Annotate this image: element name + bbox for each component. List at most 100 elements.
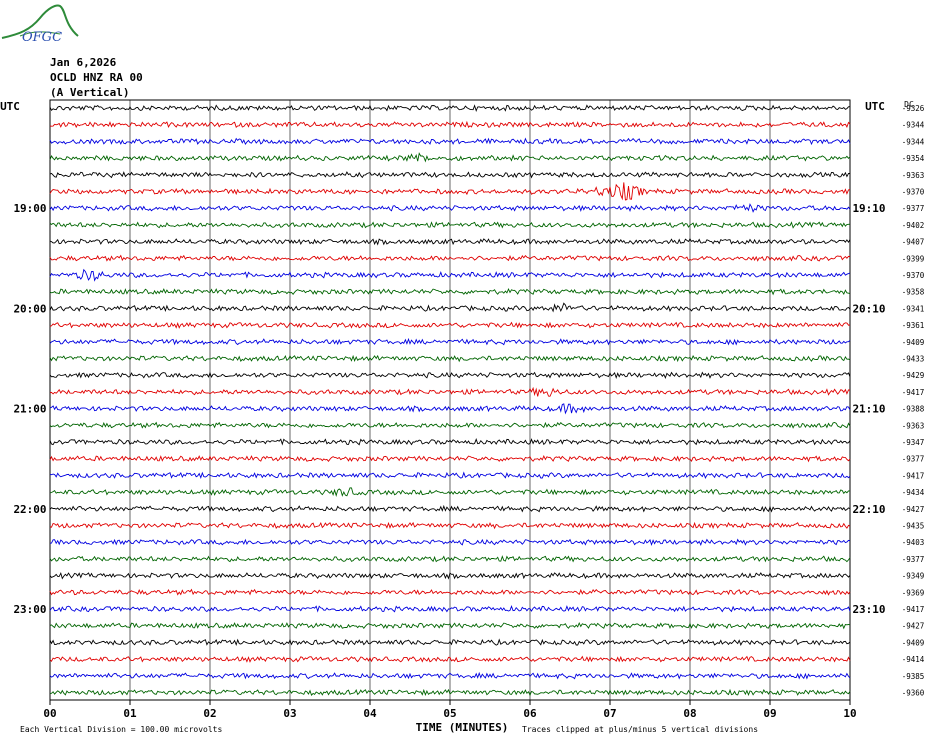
x-tick-label: 05 (443, 707, 456, 720)
seismic-trace (49, 671, 851, 680)
seismic-trace (49, 152, 851, 163)
seismic-trace (49, 371, 851, 379)
seismic-trace (49, 137, 851, 146)
header-date: Jan 6,2026 (50, 56, 117, 69)
dc-offset-label: -9417 (902, 388, 925, 397)
seismic-trace (49, 621, 851, 630)
x-tick-label: 03 (283, 707, 296, 720)
ofgc-logo: OFGC (0, 0, 80, 48)
seismic-trace (49, 321, 851, 329)
seismic-trace (49, 454, 851, 463)
dc-offset-label: -9370 (902, 271, 925, 280)
seismic-trace (49, 438, 851, 446)
dc-offset-label: -9358 (902, 288, 925, 297)
dc-offset-label: -9414 (902, 655, 925, 664)
seismic-trace (49, 120, 851, 129)
seismic-trace (49, 588, 851, 596)
dc-offset-label: -9407 (902, 238, 925, 247)
dc-offset-label: -9427 (902, 622, 925, 631)
left-axis-label: UTC (0, 100, 20, 113)
dc-offset-label: -9433 (902, 355, 925, 364)
seismic-trace (49, 386, 851, 397)
dc-offset-label: -9341 (902, 304, 925, 313)
right-hour-label: 19:10 (852, 202, 885, 215)
seismic-trace (49, 104, 851, 113)
dc-offset-label: -9344 (902, 137, 925, 146)
dc-offset-label: -9363 (902, 171, 925, 180)
right-axis-label: UTC (865, 100, 885, 113)
x-tick-label: 01 (123, 707, 137, 720)
dc-offset-label: -9363 (902, 421, 925, 430)
logo-text: OFGC (22, 30, 62, 45)
seismic-trace (49, 521, 851, 530)
dc-offset-label: -9349 (902, 572, 925, 581)
seismic-trace (49, 421, 851, 429)
x-tick-label: 04 (363, 707, 377, 720)
right-hour-label: 21:10 (852, 403, 885, 416)
header-component: (A Vertical) (50, 86, 130, 99)
dc-offset-label: -9429 (902, 371, 925, 380)
seismic-trace (49, 302, 851, 313)
dc-offset-label: -9377 (902, 204, 925, 213)
dc-offset-label: -9402 (902, 221, 925, 230)
footer-clip-note: Traces clipped at plus/minus 5 vertical … (522, 725, 758, 734)
seismic-trace (49, 254, 851, 262)
seismic-trace (49, 504, 851, 513)
x-tick-label: 10 (843, 707, 856, 720)
dc-offset-label: -9326 (902, 104, 925, 113)
seismic-trace (49, 403, 851, 415)
dc-offset-label: -9409 (902, 338, 925, 347)
seismic-trace (49, 171, 850, 179)
seismic-trace (49, 638, 851, 647)
dc-offset-label: -9417 (902, 471, 925, 480)
dc-offset-label: -9361 (902, 321, 925, 330)
seismic-trace (49, 203, 851, 213)
seismic-trace (49, 571, 851, 580)
dc-offset-label: -9385 (902, 672, 925, 681)
dc-offset-label: -9354 (902, 154, 925, 163)
seismic-trace (49, 487, 850, 497)
dc-offset-label: -9377 (902, 555, 925, 564)
seismic-trace (49, 221, 851, 229)
dc-offset-label: -9409 (902, 638, 925, 647)
dc-offset-label: -9434 (902, 488, 925, 497)
x-tick-label: 00 (43, 707, 56, 720)
left-hour-label: 20:00 (13, 302, 46, 315)
dc-offset-label: -9369 (902, 588, 925, 597)
seismic-trace (49, 688, 851, 697)
seismic-trace (49, 471, 851, 480)
left-hour-label: 19:00 (13, 202, 46, 215)
right-header-label: DC (904, 100, 914, 109)
seismic-trace (49, 555, 851, 563)
dc-offset-label: -9370 (902, 188, 925, 197)
dc-offset-label: -9377 (902, 455, 925, 464)
left-hour-label: 22:00 (13, 503, 46, 516)
seismic-trace (49, 337, 851, 346)
x-tick-label: 08 (683, 707, 696, 720)
seismic-trace (49, 182, 851, 201)
dc-offset-label: -9427 (902, 505, 925, 514)
left-hour-label: 23:00 (13, 603, 46, 616)
seismic-trace (49, 655, 851, 663)
seismic-trace (49, 354, 851, 363)
seismic-trace (49, 287, 851, 296)
seismic-trace (49, 238, 851, 246)
right-hour-label: 22:10 (852, 503, 885, 516)
right-hour-label: 20:10 (852, 302, 885, 315)
x-tick-label: 06 (523, 707, 537, 720)
dc-offset-label: -9403 (902, 538, 925, 547)
dc-offset-label: -9417 (902, 605, 925, 614)
x-tick-label: 09 (763, 707, 776, 720)
right-hour-label: 23:10 (852, 603, 885, 616)
dc-offset-label: -9347 (902, 438, 925, 447)
dc-offset-label: -9435 (902, 522, 925, 531)
header-station: OCLD HNZ RA 00 (50, 71, 143, 84)
dc-offset-label: -9399 (902, 254, 925, 263)
x-axis-label: TIME (MINUTES) (416, 721, 509, 734)
dc-offset-label: -9360 (902, 689, 925, 698)
seismic-trace (49, 538, 851, 546)
seismic-trace (49, 268, 851, 282)
footer-division-note: Each Vertical Division = 100.00 microvol… (20, 725, 222, 734)
left-hour-label: 21:00 (13, 403, 46, 416)
